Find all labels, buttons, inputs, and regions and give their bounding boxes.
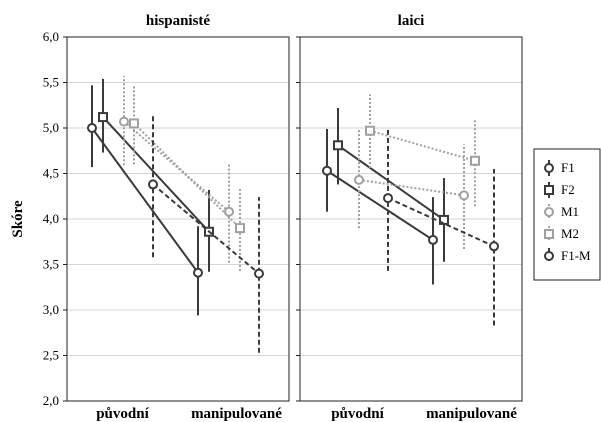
y-axis-label: Skóre (10, 200, 26, 238)
y-tick-label: 2,5 (43, 348, 59, 363)
series-line (358, 178, 465, 197)
data-point (224, 206, 234, 217)
data-point (354, 174, 364, 185)
legend-marker (544, 207, 554, 217)
legend-label: M1 (561, 204, 579, 219)
legend-item-m1: M1 (544, 204, 579, 220)
series-line (152, 183, 260, 275)
data-point (428, 234, 438, 245)
legend-marker (544, 185, 554, 195)
series-m2 (129, 85, 245, 271)
data-point (254, 268, 264, 279)
y-tick-label: 6,0 (43, 29, 59, 44)
legend-label: F2 (561, 182, 575, 197)
y-tick-label: 3,0 (43, 302, 59, 317)
data-point (470, 155, 480, 166)
y-tick-label: 3,5 (43, 257, 59, 272)
category-label: původní (96, 406, 149, 422)
data-point (489, 241, 499, 252)
series-m1 (354, 129, 469, 250)
y-tick-label: 4,5 (43, 166, 59, 181)
legend-item-f2: F2 (544, 182, 575, 198)
data-point (383, 193, 393, 204)
series-m2 (365, 94, 480, 207)
series-line (337, 144, 445, 221)
legend-label: F1 (561, 160, 575, 175)
series-line (102, 116, 210, 233)
series-f1-m (383, 128, 499, 326)
category-label: původní (331, 406, 384, 422)
panel-title: hispanisté (146, 13, 211, 29)
category-label: manipulované (191, 406, 282, 422)
data-point (439, 214, 449, 225)
series-f1 (322, 128, 438, 285)
data-point (235, 223, 245, 234)
legend-item-m2: M2 (544, 226, 579, 242)
legend-label: M2 (561, 226, 579, 241)
series-f1 (87, 85, 203, 316)
data-point (459, 190, 469, 201)
data-point (193, 267, 203, 278)
series-line (133, 122, 241, 229)
series-m1 (119, 76, 234, 263)
legend-marker (544, 251, 554, 261)
series-line (91, 127, 199, 274)
y-tick-label: 5,0 (43, 120, 59, 135)
legend-marker (544, 163, 554, 173)
category-label: manipulované (426, 406, 517, 422)
panel-hispaniste: hispanisté původní manipulované (63, 13, 290, 422)
panel-title: laici (398, 13, 425, 29)
data-point (365, 125, 375, 136)
data-point (148, 179, 158, 190)
data-point (129, 118, 139, 129)
legend: F1 F2 M1 M2 F1-M (533, 148, 601, 281)
data-point (333, 140, 343, 151)
y-tick-label: 2,0 (43, 393, 59, 408)
y-tick-label: 5,5 (43, 75, 59, 90)
series-line (369, 129, 476, 162)
legend-label: F1-M (561, 248, 591, 263)
series-f2 (98, 78, 214, 272)
legend-marker (544, 229, 554, 239)
data-point (87, 123, 97, 133)
y-tick-label: 4,0 (43, 211, 59, 226)
panel-laici: laici původní manipulované (296, 13, 523, 422)
data-point (322, 165, 332, 176)
series-line (387, 197, 495, 248)
legend-item-f1-m: F1-M (544, 248, 591, 264)
series-line (326, 169, 434, 241)
data-point (98, 112, 108, 123)
series-f1-m (148, 115, 264, 353)
data-point (119, 116, 129, 127)
legend-item-f1: F1 (544, 160, 575, 176)
